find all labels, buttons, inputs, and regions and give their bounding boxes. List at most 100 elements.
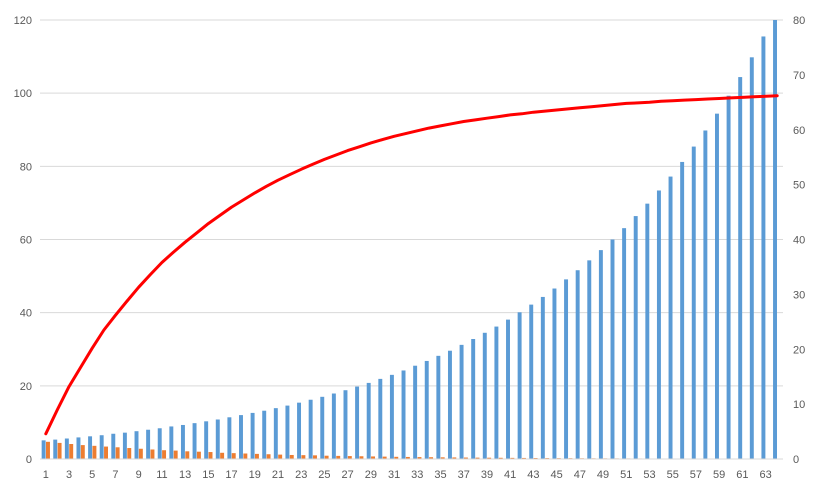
blue-bar xyxy=(355,387,359,459)
left-tick-label: 0 xyxy=(26,454,32,466)
blue-bar xyxy=(111,434,115,459)
right-tick-label: 70 xyxy=(793,70,805,82)
right-tick-label: 10 xyxy=(793,399,805,411)
orange-bar xyxy=(69,444,73,459)
blue-bar xyxy=(599,250,603,459)
orange-bar xyxy=(290,455,294,459)
blue-bar xyxy=(332,394,336,459)
blue-bar xyxy=(123,433,127,459)
x-tick-label: 29 xyxy=(365,469,377,481)
orange-bar xyxy=(209,452,213,459)
blue-bar xyxy=(285,406,289,459)
x-tick-label: 37 xyxy=(458,469,470,481)
orange-bar xyxy=(46,442,50,459)
blue-bar xyxy=(750,57,754,459)
orange-bar xyxy=(174,451,178,459)
x-tick-label: 1 xyxy=(43,469,49,481)
x-tick-label: 5 xyxy=(89,469,95,481)
blue-bar xyxy=(297,403,301,459)
x-tick-label: 21 xyxy=(272,469,284,481)
blue-bar xyxy=(413,366,417,459)
orange-bar xyxy=(139,449,143,459)
x-tick-label: 45 xyxy=(550,469,562,481)
blue-bar xyxy=(564,279,568,459)
blue-bar xyxy=(402,370,406,459)
blue-bar xyxy=(320,397,324,459)
orange-bar xyxy=(232,453,236,459)
blue-bar xyxy=(761,36,765,459)
blue-bar xyxy=(204,421,208,459)
blue-bar xyxy=(344,390,348,459)
blue-bar xyxy=(494,327,498,459)
blue-bar xyxy=(239,415,243,459)
blue-bar xyxy=(657,190,661,459)
blue-bar xyxy=(309,400,313,459)
x-tick-label: 55 xyxy=(667,469,679,481)
blue-bar xyxy=(773,20,777,459)
x-tick-label: 41 xyxy=(504,469,516,481)
x-tick-label: 3 xyxy=(66,469,72,481)
orange-bar xyxy=(197,452,201,459)
blue-bar xyxy=(76,437,80,459)
blue-bar xyxy=(448,351,452,459)
x-tick-label: 47 xyxy=(574,469,586,481)
blue-bar xyxy=(483,333,487,459)
blue-bar xyxy=(390,375,394,459)
right-tick-label: 50 xyxy=(793,180,805,192)
blue-bar xyxy=(738,77,742,459)
blue-bar xyxy=(460,345,464,459)
right-tick-label: 80 xyxy=(793,15,805,27)
x-tick-label: 63 xyxy=(759,469,771,481)
right-tick-label: 30 xyxy=(793,289,805,301)
orange-bar xyxy=(162,450,166,459)
x-tick-label: 51 xyxy=(620,469,632,481)
orange-bar xyxy=(313,455,317,459)
blue-bar xyxy=(622,228,626,459)
blue-bar xyxy=(262,411,266,459)
x-tick-label: 59 xyxy=(713,469,725,481)
x-tick-label: 19 xyxy=(249,469,261,481)
orange-bar xyxy=(81,445,85,459)
right-tick-label: 40 xyxy=(793,235,805,247)
blue-bar xyxy=(518,312,522,459)
x-tick-label: 17 xyxy=(225,469,237,481)
left-tick-label: 120 xyxy=(14,15,32,27)
orange-bar xyxy=(127,448,131,459)
blue-bar xyxy=(216,419,220,459)
blue-bar xyxy=(169,426,173,459)
orange-bar xyxy=(243,454,247,459)
blue-bar xyxy=(378,379,382,459)
x-tick-label: 25 xyxy=(318,469,330,481)
blue-bar xyxy=(611,240,615,460)
blue-bar xyxy=(587,260,591,459)
x-tick-label: 53 xyxy=(643,469,655,481)
blue-bar xyxy=(692,147,696,459)
blue-bar xyxy=(680,162,684,459)
x-tick-label: 27 xyxy=(342,469,354,481)
left-tick-label: 60 xyxy=(20,235,32,247)
blue-bar xyxy=(715,114,719,459)
blue-bar xyxy=(146,430,150,459)
left-tick-label: 100 xyxy=(14,88,32,100)
orange-bar xyxy=(104,447,108,459)
orange-bar xyxy=(301,455,305,459)
blue-bar xyxy=(251,413,255,459)
blue-bar xyxy=(669,177,673,459)
x-tick-label: 61 xyxy=(736,469,748,481)
blue-bar xyxy=(367,383,371,459)
x-tick-label: 49 xyxy=(597,469,609,481)
blue-bar xyxy=(65,439,69,459)
x-tick-label: 13 xyxy=(179,469,191,481)
blue-bar xyxy=(227,417,231,459)
blue-bar xyxy=(645,204,649,459)
orange-bar xyxy=(255,454,259,459)
x-tick-label: 23 xyxy=(295,469,307,481)
left-tick-label: 40 xyxy=(20,308,32,320)
x-tick-label: 11 xyxy=(156,469,167,481)
blue-bar xyxy=(703,130,707,459)
orange-bar xyxy=(185,451,189,459)
blue-bar xyxy=(576,270,580,459)
